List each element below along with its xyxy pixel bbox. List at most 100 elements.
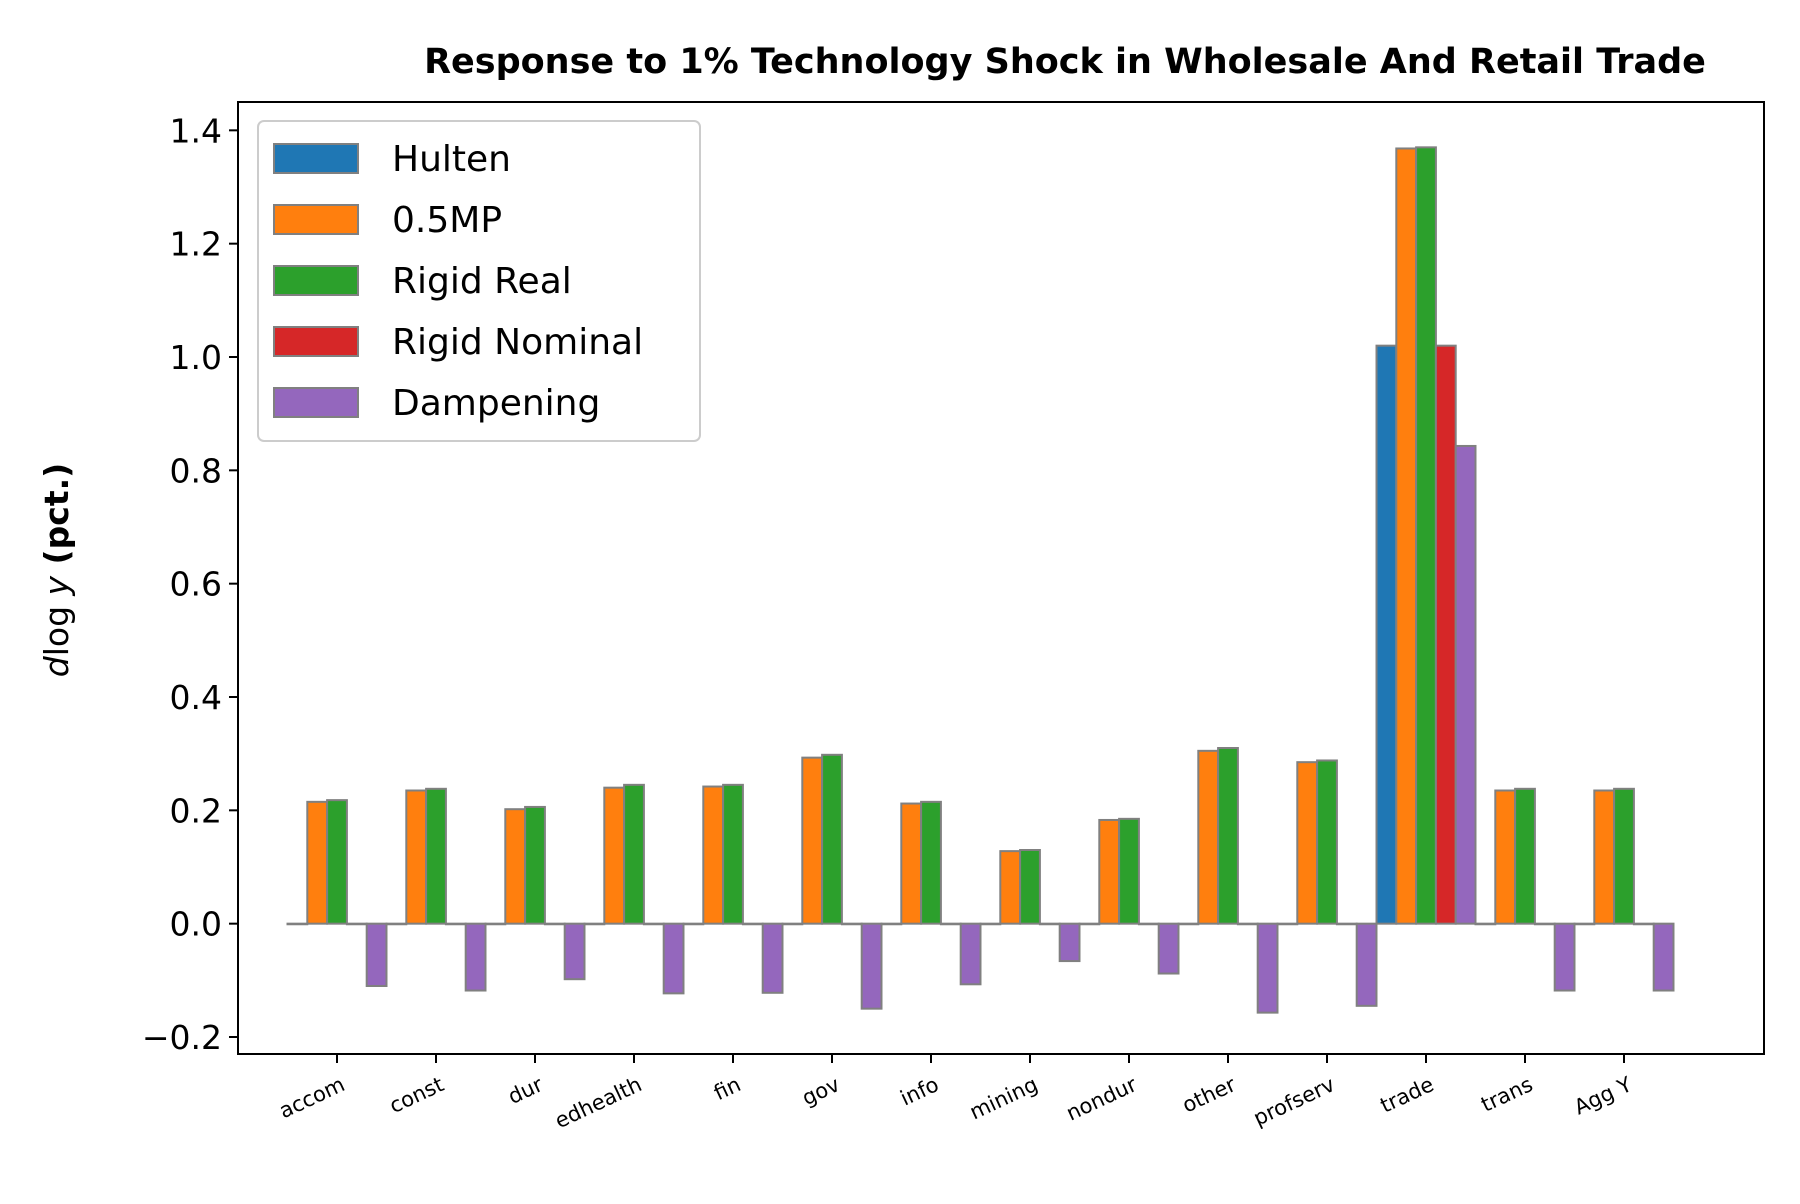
bar-other-hulten (1177, 922, 1200, 926)
y-axis-ticks: −0.2 0.0 0.2 0.4 0.6 0.8 1.0 1.2 1.4 (142, 111, 238, 1057)
bar-nondur-hulten (1078, 922, 1101, 926)
bar-agg-y-hulten (1573, 922, 1596, 926)
bar-dur-0-5mp (504, 808, 527, 925)
bar-fin-0-5mp (702, 785, 725, 925)
bar-accom-0-5mp (306, 800, 329, 925)
bar-fin-rigid-real (722, 783, 744, 925)
bar-agg-y-rigid-real (1613, 787, 1635, 925)
bar-trade-hulten (1375, 344, 1398, 925)
x-tick-label: trans (1477, 1072, 1536, 1117)
bar-info-dampening (959, 922, 982, 986)
x-tick-label: profserv (1250, 1072, 1339, 1130)
bar-trans-rigid-real (1514, 787, 1536, 925)
x-tick-label: fin (710, 1072, 744, 1105)
y-tick-label: 1.4 (170, 111, 222, 150)
bar-trans-dampening (1553, 922, 1576, 992)
bar-accom-rigid-real (326, 799, 348, 925)
x-tick-label: info (897, 1072, 943, 1110)
legend-swatch-rigid-nominal (273, 326, 359, 357)
legend-label: Rigid Real (392, 261, 572, 302)
bar-dur-rigid-real (524, 805, 546, 925)
y-tick-label: 0.2 (170, 791, 222, 830)
bar-agg-y-rigid-nominal (1632, 922, 1655, 926)
y-tick-label: 1.0 (170, 338, 222, 377)
legend-swatch-hulten (273, 143, 359, 174)
bar-info-0-5mp (900, 802, 923, 925)
y-tick-label: 0.6 (170, 565, 222, 604)
x-tick-label: dur (504, 1072, 546, 1109)
bar-profserv-rigid-real (1316, 759, 1338, 925)
y-tick-label: 1.2 (170, 225, 222, 264)
bar-gov-hulten (781, 922, 804, 926)
x-tick-label: Agg Y (1570, 1072, 1635, 1119)
bar-edhealth-rigid-nominal (642, 922, 665, 926)
bar-other-0-5mp (1197, 749, 1220, 925)
bar-profserv-0-5mp (1296, 761, 1319, 925)
y-axis-label: dlog y (pct.) (37, 463, 76, 677)
legend-label: Dampening (392, 383, 600, 424)
bar-trade-dampening (1454, 444, 1477, 925)
bar-mining-hulten (979, 922, 1002, 926)
bar-mining-dampening (1058, 922, 1081, 963)
bar-trans-rigid-nominal (1533, 922, 1556, 926)
bar-trade-rigid-nominal (1434, 344, 1457, 925)
bar-other-rigid-real (1217, 747, 1239, 925)
legend-label: Rigid Nominal (392, 322, 643, 363)
x-tick-label: edhealth (551, 1072, 645, 1133)
y-axis-label-unit: (pct.) (37, 463, 76, 576)
bar-fin-rigid-nominal (741, 922, 764, 926)
bar-dur-hulten (484, 922, 507, 926)
x-tick-label: nondur (1063, 1072, 1141, 1125)
bar-fin-hulten (682, 922, 705, 926)
bar-other-rigid-nominal (1236, 922, 1259, 926)
x-tick-label: mining (966, 1072, 1041, 1124)
x-tick-label: accom (276, 1072, 349, 1123)
bar-nondur-dampening (1157, 922, 1180, 975)
bar-info-rigid-nominal (939, 922, 962, 926)
legend-label: 0.5MP (392, 200, 502, 241)
y-tick-label: 0.4 (170, 678, 222, 717)
bar-edhealth-dampening (662, 922, 685, 995)
bar-profserv-rigid-nominal (1335, 922, 1358, 926)
bar-dur-dampening (563, 922, 586, 981)
bar-accom-dampening (365, 922, 388, 988)
bar-mining-rigid-real (1019, 849, 1041, 925)
bar-dur-rigid-nominal (543, 922, 566, 926)
bar-gov-rigid-real (821, 753, 843, 925)
bar-nondur-rigid-nominal (1137, 922, 1160, 926)
bar-mining-rigid-nominal (1038, 922, 1061, 926)
bar-info-hulten (880, 922, 903, 926)
y-tick-label: 0.0 (170, 905, 222, 944)
bar-edhealth-rigid-real (623, 783, 645, 925)
x-axis-ticks: accom const dur edhealth fin gov info mining non… (276, 1054, 1636, 1133)
x-tick-label: gov (798, 1072, 843, 1110)
bar-trade-0-5mp (1395, 147, 1418, 925)
chart-title: Response to 1% Technology Shock in Whole… (424, 42, 1706, 82)
bar-trade-rigid-real (1415, 146, 1437, 925)
x-tick-label: other (1179, 1072, 1240, 1118)
y-axis-label-d: d (37, 655, 76, 677)
x-tick-label: trade (1377, 1072, 1438, 1117)
bar-accom-hulten (286, 922, 309, 926)
bar-fin-dampening (761, 922, 784, 994)
x-tick-label: const (386, 1072, 448, 1118)
bar-agg-y-0-5mp (1593, 789, 1616, 925)
y-axis-label-var: y (37, 575, 76, 596)
bar-gov-0-5mp (801, 756, 824, 925)
bar-profserv-dampening (1355, 922, 1378, 1007)
bar-trans-hulten (1474, 922, 1497, 926)
legend-swatch-0-5mp (273, 204, 359, 235)
legend-box (257, 120, 701, 442)
bar-mining-0-5mp (999, 850, 1022, 925)
bar-other-dampening (1256, 922, 1279, 1014)
bar-info-rigid-real (920, 800, 942, 925)
bar-profserv-hulten (1276, 922, 1299, 926)
legend-swatch-dampening (273, 387, 359, 418)
bar-accom-rigid-nominal (345, 922, 368, 926)
bar-const-rigid-real (425, 787, 447, 925)
bar-nondur-rigid-real (1118, 817, 1140, 925)
bar-trans-0-5mp (1494, 789, 1517, 925)
bar-gov-dampening (860, 922, 883, 1010)
